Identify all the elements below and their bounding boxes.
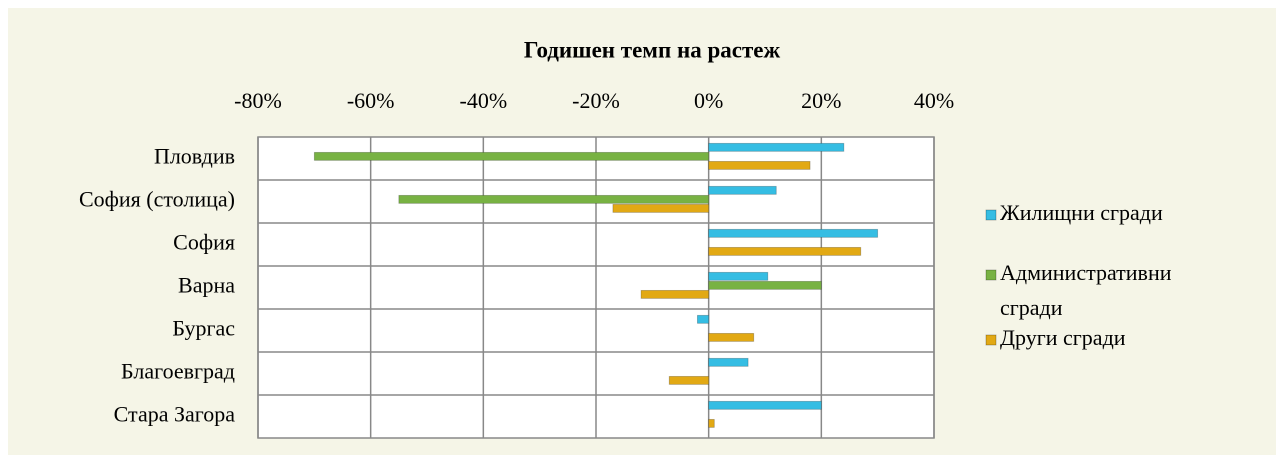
legend-swatch — [985, 334, 997, 346]
x-tick-label: -80% — [234, 88, 282, 113]
x-tick-label: -60% — [347, 88, 395, 113]
x-tick-label: 40% — [914, 88, 954, 113]
plot-border — [257, 136, 935, 439]
bar — [313, 151, 710, 161]
x-tick-label: -20% — [572, 88, 620, 113]
y-tick-label: София — [173, 230, 235, 255]
bar — [708, 271, 769, 281]
bar — [708, 246, 862, 256]
bar — [697, 314, 710, 324]
bar — [708, 142, 845, 152]
legend-swatch — [985, 269, 997, 281]
y-tick-label: Стара Загора — [114, 402, 236, 427]
x-tick-label: 0% — [694, 88, 723, 113]
bar — [668, 375, 710, 385]
bar — [612, 203, 710, 213]
x-tick-label: -40% — [460, 88, 508, 113]
y-tick-label: Варна — [178, 273, 235, 298]
bar — [708, 418, 715, 428]
y-tick-label: Благоевград — [121, 359, 235, 384]
chart-title: Годишен темп на растеж — [524, 37, 781, 62]
y-tick-label: Пловдив — [154, 144, 235, 169]
bar — [640, 289, 710, 299]
legend-swatch — [985, 209, 997, 221]
bar — [708, 400, 822, 410]
legend-label: Други сгради — [1000, 325, 1126, 350]
x-tick-label: 20% — [801, 88, 841, 113]
y-tick-label: София (столица) — [79, 187, 235, 212]
bar — [708, 228, 879, 238]
y-tick-label: Бургас — [172, 316, 235, 341]
bar — [708, 332, 755, 342]
bar — [398, 194, 710, 204]
bar — [708, 185, 777, 195]
legend-label: Жилищни сгради — [1000, 200, 1163, 225]
bar — [708, 280, 822, 290]
bar — [708, 160, 811, 170]
legend-label: Административни сгради — [1000, 260, 1172, 320]
bar — [708, 357, 749, 367]
